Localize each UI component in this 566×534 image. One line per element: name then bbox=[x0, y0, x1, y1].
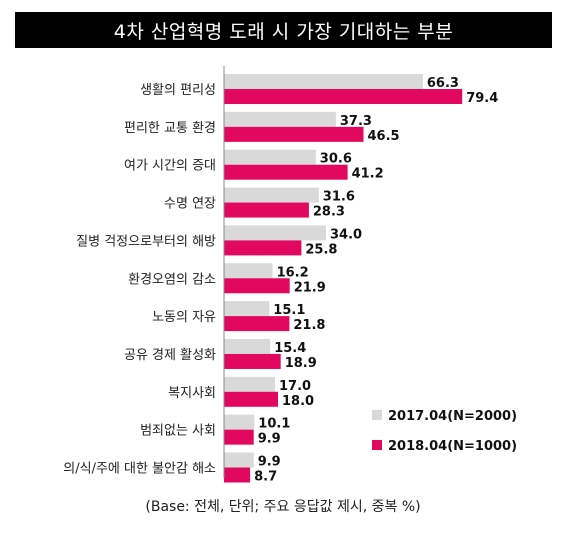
data-label: 66.3 bbox=[427, 76, 459, 91]
chart-footnote: (Base: 전체, 단위; 주요 응답값 제시, 중복 %) bbox=[145, 499, 421, 515]
bar-2017 bbox=[224, 225, 326, 241]
data-label: 31.6 bbox=[323, 190, 355, 205]
bar-2017 bbox=[224, 338, 271, 354]
category-label: 공유 경제 활성화 bbox=[124, 348, 216, 363]
bar-2017 bbox=[224, 149, 316, 165]
bar-2018 bbox=[224, 391, 278, 407]
data-label: 15.4 bbox=[274, 341, 306, 356]
bar-2017 bbox=[224, 111, 336, 127]
category-label: 여가 시간의 증대 bbox=[124, 159, 216, 174]
data-label: 18.9 bbox=[285, 356, 317, 371]
category-label: 생활의 편리성 bbox=[140, 83, 216, 98]
bar-2018 bbox=[224, 316, 290, 332]
data-label: 41.2 bbox=[352, 167, 384, 182]
data-label: 28.3 bbox=[313, 205, 345, 220]
bar-2018 bbox=[224, 126, 364, 142]
data-label: 10.1 bbox=[258, 417, 290, 432]
data-label: 18.0 bbox=[282, 394, 314, 409]
category-label: 질병 걱정으로부터의 해방 bbox=[76, 234, 216, 249]
data-label: 34.0 bbox=[330, 227, 362, 242]
bar-2017 bbox=[224, 376, 275, 392]
data-label: 8.7 bbox=[254, 470, 277, 485]
category-label: 노동의 자유 bbox=[152, 310, 216, 325]
bar-2017 bbox=[224, 414, 255, 430]
bar-2018 bbox=[224, 467, 251, 483]
bar-2017 bbox=[224, 452, 254, 468]
legend-swatch-2017 bbox=[372, 410, 382, 420]
category-label: 환경오염의 감소 bbox=[128, 272, 216, 287]
data-label: 16.2 bbox=[277, 265, 309, 280]
data-label: 25.8 bbox=[305, 242, 337, 257]
data-label: 79.4 bbox=[466, 91, 498, 106]
category-label: 수명 연장 bbox=[164, 197, 216, 212]
bar-2018 bbox=[224, 202, 309, 218]
bar-2017 bbox=[224, 187, 319, 203]
data-label: 15.1 bbox=[273, 303, 305, 318]
bar-2017 bbox=[224, 263, 273, 279]
category-label: 의/식/주에 대한 불안감 해소 bbox=[63, 462, 216, 477]
bar-2018 bbox=[224, 89, 463, 104]
data-label: 30.6 bbox=[320, 152, 352, 167]
bar-2018 bbox=[224, 164, 348, 180]
bar-2017 bbox=[224, 301, 270, 317]
legend-swatch-2018 bbox=[372, 440, 382, 450]
bar-2017 bbox=[224, 74, 423, 89]
data-label: 17.0 bbox=[279, 379, 311, 394]
data-label: 21.9 bbox=[294, 280, 326, 295]
data-label: 46.5 bbox=[368, 129, 400, 144]
category-label: 복지사회 bbox=[168, 386, 216, 401]
bar-2018 bbox=[224, 429, 254, 445]
legend-label-2017: 2017.04(N=2000) bbox=[388, 409, 517, 424]
data-label: 9.9 bbox=[258, 432, 281, 447]
legend-label-2018: 2018.04(N=1000) bbox=[388, 439, 517, 454]
category-label: 범죄없는 사회 bbox=[140, 424, 216, 439]
data-label: 9.9 bbox=[258, 455, 281, 470]
data-label: 37.3 bbox=[340, 114, 372, 129]
bar-2018 bbox=[224, 353, 281, 369]
chart-title: 4차 산업혁명 도래 시 가장 기대하는 부분 bbox=[15, 12, 552, 48]
bar-2018 bbox=[224, 240, 302, 256]
data-label: 21.8 bbox=[293, 318, 325, 333]
category-label: 편리한 교통 환경 bbox=[124, 121, 216, 136]
bar-2018 bbox=[224, 278, 290, 294]
